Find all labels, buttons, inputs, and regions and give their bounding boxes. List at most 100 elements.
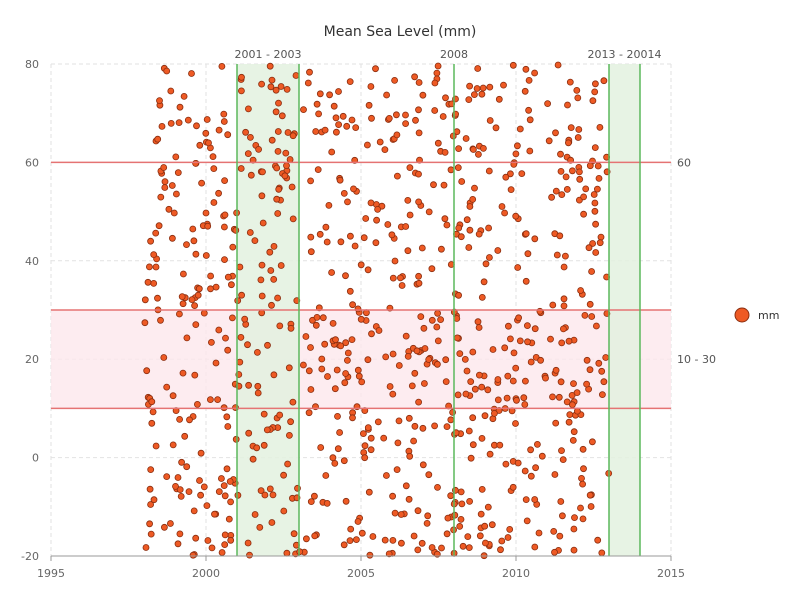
data-point [348, 116, 356, 124]
data-point [465, 544, 473, 551]
data-point [591, 199, 599, 207]
data-point [191, 371, 199, 379]
data-point [389, 274, 397, 282]
data-point [268, 301, 275, 309]
data-point [574, 94, 582, 102]
data-point [557, 167, 565, 175]
data-point [506, 170, 514, 178]
data-point [141, 296, 149, 304]
data-point [244, 105, 252, 113]
data-point [227, 281, 235, 289]
data-point [196, 141, 204, 149]
data-point [510, 349, 518, 357]
data-point [368, 330, 375, 338]
data-point [421, 345, 429, 352]
data-point [423, 520, 431, 527]
data-point [314, 166, 322, 174]
data-point [172, 482, 179, 490]
data-point [318, 355, 326, 363]
data-point [222, 334, 229, 342]
data-point [143, 367, 151, 375]
data-point [365, 488, 373, 496]
data-point [342, 339, 350, 347]
legend-label: mm [758, 309, 779, 322]
data-point [595, 359, 603, 367]
data-point [176, 103, 184, 111]
data-point [276, 322, 284, 330]
data-point [223, 465, 231, 473]
data-point [183, 241, 190, 249]
data-point [535, 529, 543, 537]
data-point [357, 315, 365, 323]
data-point [220, 223, 228, 231]
data-point [150, 496, 158, 504]
data-point [568, 391, 576, 399]
data-point [465, 427, 473, 435]
x-tick-label: 2010 [502, 567, 530, 580]
data-point [523, 517, 531, 525]
data-point [593, 322, 600, 330]
data-point [246, 551, 253, 559]
data-point [545, 137, 553, 145]
data-point [406, 452, 414, 460]
data-point [381, 536, 389, 544]
data-point [184, 116, 192, 124]
data-point [312, 128, 320, 135]
data-point [474, 65, 482, 72]
data-point [398, 282, 406, 289]
data-point [361, 454, 369, 462]
y-tick-label: 40 [25, 255, 39, 268]
data-point [223, 413, 231, 421]
data-point [286, 156, 294, 163]
data-point [341, 379, 349, 387]
data-point [161, 184, 169, 191]
data-point [525, 106, 532, 114]
data-point [266, 485, 274, 493]
data-point [266, 248, 274, 256]
data-point [311, 532, 319, 540]
data-point [361, 442, 369, 450]
data-point [576, 168, 583, 176]
data-point [160, 164, 168, 171]
data-point [521, 87, 529, 95]
data-point [146, 520, 154, 528]
data-point [292, 72, 300, 79]
data-point [204, 537, 212, 544]
data-point [552, 187, 560, 195]
data-point [369, 533, 377, 540]
data-point [419, 461, 427, 469]
data-point [551, 471, 559, 478]
data-point [163, 383, 171, 391]
legend[interactable]: mm [734, 307, 779, 323]
data-point [337, 342, 345, 350]
data-point [504, 372, 512, 380]
data-point [145, 263, 153, 271]
x-tick-label: 2015 [657, 567, 685, 580]
data-point [313, 313, 321, 321]
data-point [283, 162, 290, 170]
data-point [177, 492, 185, 500]
data-point [466, 203, 474, 210]
data-point [290, 530, 298, 538]
data-point [238, 73, 245, 81]
data-point [364, 266, 372, 274]
data-point [456, 350, 464, 358]
data-point [524, 250, 532, 258]
data-point [205, 139, 212, 147]
data-point [393, 131, 401, 139]
data-point [471, 184, 478, 192]
data-point [524, 338, 531, 346]
data-point [366, 551, 374, 559]
data-point [275, 99, 282, 107]
data-point [592, 220, 599, 228]
data-point [469, 348, 477, 356]
data-point [556, 232, 564, 240]
data-point [289, 398, 297, 406]
data-point [266, 62, 274, 70]
data-point [169, 441, 177, 449]
data-point [527, 358, 535, 366]
data-point [478, 434, 486, 442]
data-point [592, 249, 600, 256]
data-point [501, 344, 509, 352]
